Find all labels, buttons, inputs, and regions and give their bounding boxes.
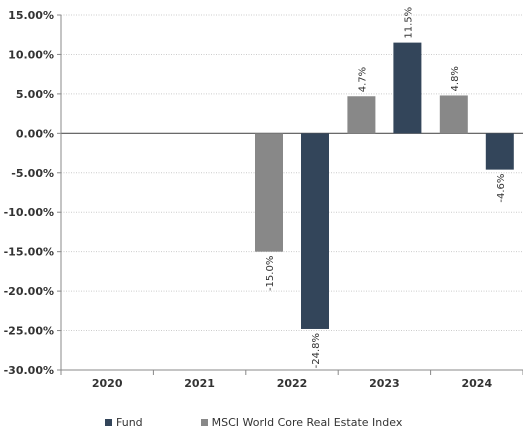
data-label: -15.0% xyxy=(265,256,276,291)
bar xyxy=(255,133,283,252)
data-label: 11.5% xyxy=(403,7,414,39)
x-tick-label: 2021 xyxy=(184,377,215,390)
legend: Fund MSCI World Core Real Estate Index xyxy=(105,416,460,429)
bar xyxy=(347,96,376,134)
x-tick-label: 2023 xyxy=(369,377,400,390)
y-tick-label: 15.00% xyxy=(8,9,54,22)
data-label: 4.8% xyxy=(450,66,461,91)
legend-label-index: MSCI World Core Real Estate Index xyxy=(211,416,403,429)
bar xyxy=(439,95,468,134)
legend-swatch-fund xyxy=(105,419,112,426)
y-tick-label: -20.00% xyxy=(4,285,54,298)
y-tick-label: -30.00% xyxy=(4,364,54,377)
x-tick-label: 2020 xyxy=(92,377,123,390)
axes: 15.00% 10.00% 5.00% 0.00% -5.00% -10.00% -15.0… xyxy=(4,9,523,390)
y-tick-label: -5.00% xyxy=(11,167,54,180)
data-label: 4.7% xyxy=(357,67,368,92)
legend-item-index[interactable]: MSCI World Core Real Estate Index xyxy=(200,416,403,429)
y-tick-label: -25.00% xyxy=(4,325,54,338)
legend-swatch-index xyxy=(200,419,208,426)
y-tick-label: -15.00% xyxy=(4,246,54,259)
bar xyxy=(485,133,514,170)
y-tick-label: 5.00% xyxy=(16,88,54,101)
bars xyxy=(255,42,514,329)
legend-item-fund[interactable]: Fund xyxy=(105,416,143,429)
y-tick-label: -10.00% xyxy=(4,206,54,219)
legend-label-fund: Fund xyxy=(116,416,143,429)
y-tick-label: 0.00% xyxy=(16,127,54,140)
y-tick-label: 10.00% xyxy=(8,48,54,61)
data-label: -4.6% xyxy=(496,174,507,203)
data-labels: -15.0% 4.7% 4.8% -24.8% 11.5% -4.6% xyxy=(265,7,507,369)
bar xyxy=(393,42,422,134)
data-label: -24.8% xyxy=(311,333,322,368)
bar xyxy=(301,133,329,329)
x-tick-label: 2024 xyxy=(461,377,492,390)
x-tick-label: 2022 xyxy=(277,377,308,390)
